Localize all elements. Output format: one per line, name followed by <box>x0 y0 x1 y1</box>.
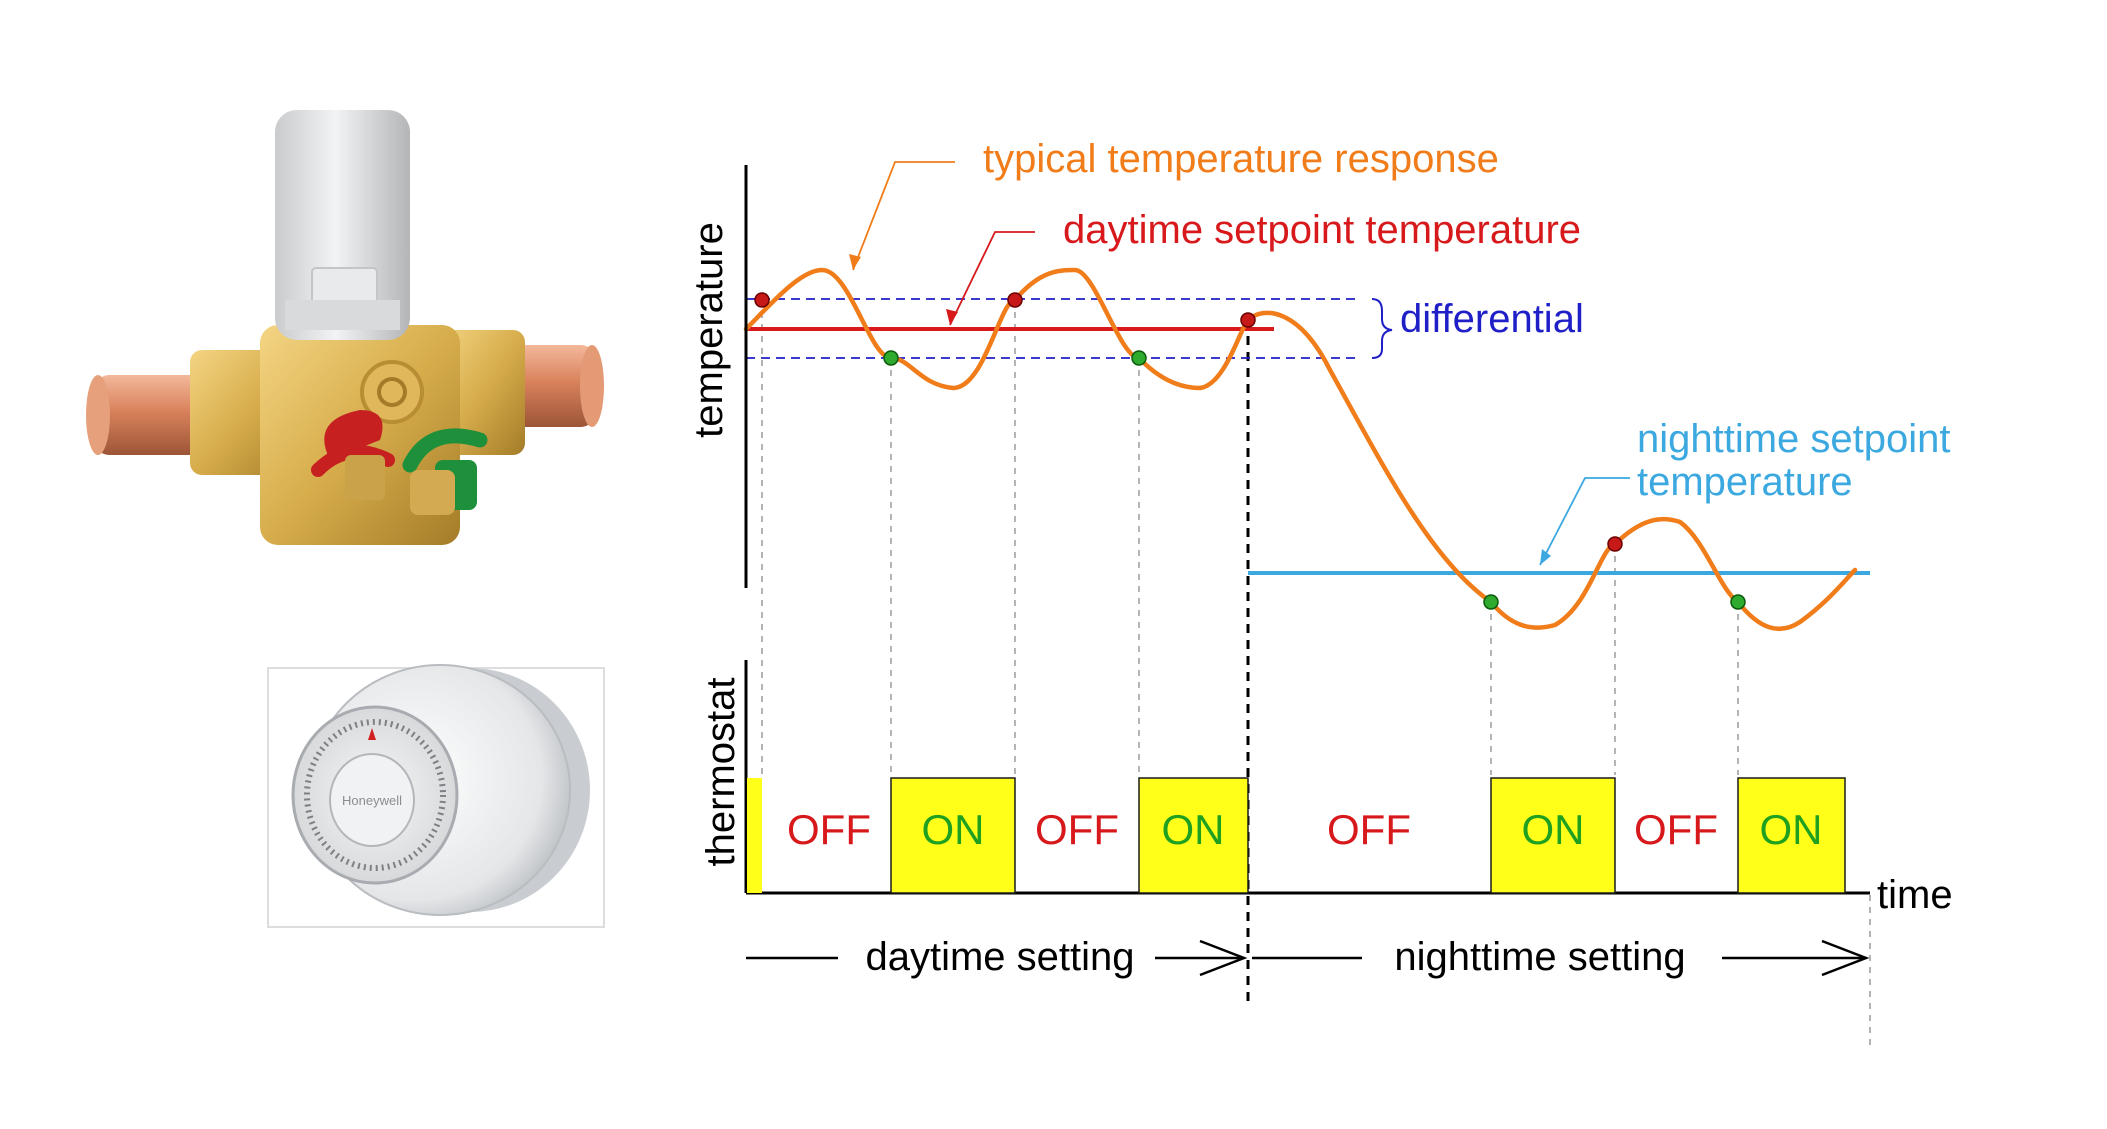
zone-valve-image <box>86 110 604 545</box>
switch-guide-lines <box>761 300 1871 1045</box>
state-on: ON <box>922 806 985 853</box>
nighttime-setpoint-label-line2: temperature <box>1637 460 1853 504</box>
turn-off-point <box>1007 292 1023 308</box>
setting-arrows <box>746 939 1870 977</box>
on-block <box>747 778 762 893</box>
chart: differential typical te <box>687 137 1953 1045</box>
temperature-response-label: typical temperature response <box>983 137 1499 181</box>
state-off: OFF <box>1634 806 1718 853</box>
differential-band <box>746 298 1360 359</box>
on-block <box>1737 777 1846 894</box>
turn-on-point <box>1131 350 1147 366</box>
on-block <box>890 777 1016 894</box>
turn-off-point <box>1607 536 1623 552</box>
state-off: OFF <box>1035 806 1119 853</box>
daytime-setting-label: daytime setting <box>865 935 1134 979</box>
temperature-axis-label: temperature <box>687 222 731 438</box>
on-blocks <box>747 777 1846 894</box>
thermostat-axis-label: thermostat <box>699 678 743 867</box>
callout-leaders <box>849 161 1630 566</box>
turn-on-points <box>883 350 1746 610</box>
on-block <box>1490 777 1616 894</box>
round-thermostat-image: Honeywell <box>267 664 605 928</box>
differential-brace <box>1371 298 1393 359</box>
daytime-setpoint-label: daytime setpoint temperature <box>1063 208 1581 252</box>
state-off: OFF <box>1327 806 1411 853</box>
state-on: ON <box>1162 806 1225 853</box>
thermostat-brand-text: Honeywell <box>342 793 402 808</box>
state-off: OFF <box>787 806 871 853</box>
on-block <box>1138 777 1249 894</box>
state-on: ON <box>1760 806 1823 853</box>
turn-on-point <box>1483 594 1499 610</box>
turn-on-point <box>883 350 899 366</box>
nighttime-setpoint-label-line1: nighttime setpoint <box>1637 417 1951 461</box>
turn-off-point <box>754 292 770 308</box>
differential-label: differential <box>1400 297 1584 341</box>
nighttime-setting-label: nighttime setting <box>1394 935 1685 979</box>
turn-off-point <box>1240 312 1256 328</box>
state-on: ON <box>1522 806 1585 853</box>
thermostat-state-labels: OFF ON OFF ON OFF ON OFF ON <box>787 806 1822 853</box>
time-axis-label: time <box>1877 873 1953 917</box>
turn-on-point <box>1730 594 1746 610</box>
turn-off-points <box>754 292 1623 552</box>
